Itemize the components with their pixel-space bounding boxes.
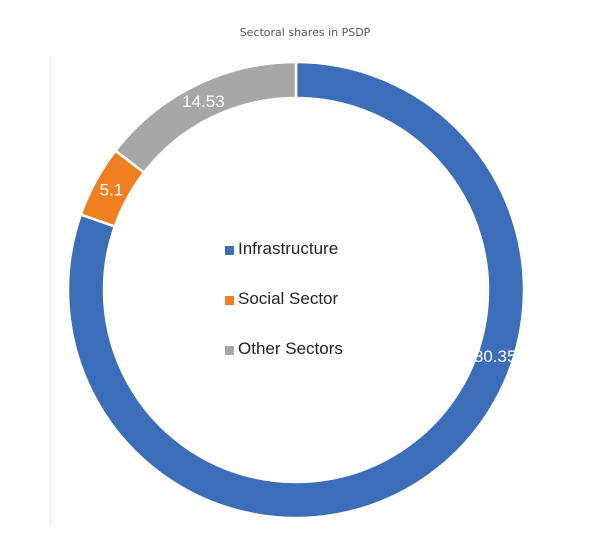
donut-slices [66, 60, 526, 520]
legend-label-infrastructure: Infrastructure [238, 239, 339, 258]
slice-labels: 80.35 5.1 14.53 [100, 92, 517, 366]
chart-legend: Infrastructure Social Sector Other Secto… [225, 238, 343, 388]
legend-item-social-sector: Social Sector [225, 288, 343, 310]
legend-label-social-sector: Social Sector [238, 289, 339, 308]
legend-swatch-social-sector [225, 295, 234, 305]
legend-swatch-other-sectors [225, 345, 234, 355]
plot-area-frame [50, 55, 596, 525]
legend-item-infrastructure: Infrastructure [225, 238, 343, 260]
slice-label-other-sectors: 14.53 [182, 92, 225, 111]
legend-swatch-infrastructure [225, 245, 234, 255]
legend-item-other-sectors: Other Sectors [225, 338, 343, 360]
slice-infrastructure [66, 60, 526, 520]
slice-label-social-sector: 5.1 [100, 180, 124, 199]
legend-label-other-sectors: Other Sectors [238, 339, 343, 358]
chart-title: Sectoral shares in PSDP [239, 26, 371, 39]
slice-label-infrastructure: 80.35 [474, 347, 517, 366]
slice-other-sectors [113, 60, 298, 175]
